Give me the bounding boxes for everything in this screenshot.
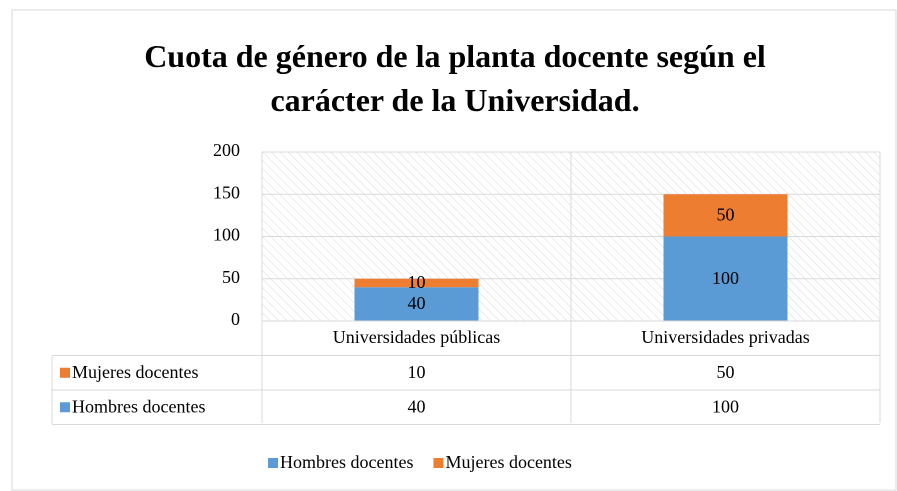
- data-label: 50: [717, 205, 735, 225]
- x-tick-label: Universidades públicas: [333, 327, 500, 347]
- y-tick-label: 0: [231, 309, 240, 329]
- bar-segment: [663, 194, 788, 237]
- y-tick-label: 50: [222, 267, 240, 287]
- bar-segment: [354, 287, 479, 321]
- legend-label: Mujeres docentes: [445, 452, 571, 472]
- y-tick-label: 150: [213, 182, 240, 202]
- bar-segment: [663, 236, 788, 321]
- table-cell: 50: [717, 362, 735, 382]
- chart-title: Cuota de género de la planta docente seg…: [144, 38, 766, 118]
- legend-key: [433, 458, 444, 468]
- table-legend-key: [60, 402, 70, 413]
- table-legend-key: [60, 367, 70, 378]
- y-tick-label: 200: [213, 140, 240, 160]
- y-tick-label: 100: [213, 225, 240, 245]
- legend-label: Hombres docentes: [280, 452, 413, 472]
- table-cell: 100: [712, 396, 739, 416]
- table-row-label: Mujeres docentes: [72, 362, 198, 382]
- bar-segment: [354, 278, 479, 288]
- data-label: 40: [408, 293, 426, 313]
- data-label: 10: [408, 272, 426, 292]
- data-label: 100: [712, 268, 739, 288]
- x-tick-label: Universidades privadas: [641, 327, 809, 347]
- legend-key: [268, 458, 278, 468]
- table-cell: 40: [408, 396, 426, 416]
- table-cell: 10: [408, 362, 426, 382]
- table-row-label: Hombres docentes: [72, 396, 205, 416]
